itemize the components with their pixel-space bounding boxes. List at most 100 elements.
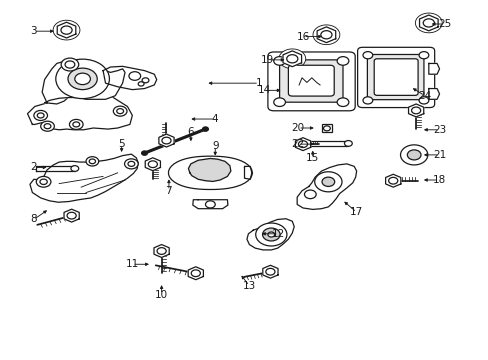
- Text: 3: 3: [30, 26, 37, 36]
- Polygon shape: [154, 244, 169, 257]
- Text: 23: 23: [432, 125, 445, 135]
- Text: 24: 24: [417, 91, 430, 101]
- Circle shape: [336, 57, 348, 65]
- Circle shape: [61, 26, 72, 34]
- FancyBboxPatch shape: [288, 65, 333, 96]
- Circle shape: [157, 248, 166, 255]
- Polygon shape: [27, 96, 132, 130]
- Circle shape: [53, 20, 80, 40]
- Circle shape: [86, 157, 99, 166]
- Circle shape: [69, 120, 83, 130]
- Polygon shape: [159, 134, 174, 147]
- Polygon shape: [36, 166, 75, 171]
- Circle shape: [415, 13, 441, 33]
- Circle shape: [34, 111, 47, 121]
- Circle shape: [407, 150, 420, 160]
- Circle shape: [128, 161, 135, 166]
- Circle shape: [89, 159, 95, 164]
- Polygon shape: [188, 267, 203, 280]
- Polygon shape: [428, 89, 439, 99]
- Circle shape: [262, 228, 280, 241]
- Polygon shape: [304, 140, 347, 146]
- Text: 7: 7: [165, 186, 172, 196]
- Circle shape: [304, 190, 316, 199]
- Circle shape: [320, 31, 331, 39]
- Circle shape: [202, 127, 208, 131]
- Text: 20: 20: [291, 123, 304, 133]
- Polygon shape: [145, 158, 160, 171]
- Polygon shape: [168, 156, 252, 189]
- Circle shape: [312, 25, 339, 45]
- Text: 9: 9: [211, 141, 218, 151]
- Circle shape: [148, 161, 157, 167]
- Text: 4: 4: [211, 114, 218, 124]
- Polygon shape: [42, 60, 125, 103]
- Circle shape: [344, 140, 351, 146]
- Circle shape: [205, 201, 215, 208]
- Circle shape: [37, 113, 44, 118]
- Circle shape: [322, 177, 334, 186]
- Polygon shape: [30, 154, 138, 202]
- Circle shape: [67, 212, 76, 219]
- FancyBboxPatch shape: [373, 59, 417, 95]
- Circle shape: [73, 122, 80, 127]
- Circle shape: [41, 121, 54, 131]
- Circle shape: [75, 73, 90, 85]
- Circle shape: [56, 59, 109, 99]
- Circle shape: [336, 98, 348, 107]
- Circle shape: [71, 166, 79, 171]
- Circle shape: [298, 141, 307, 148]
- Text: 10: 10: [155, 290, 168, 300]
- Text: 21: 21: [432, 150, 445, 160]
- Text: 25: 25: [437, 19, 450, 29]
- Polygon shape: [297, 164, 356, 210]
- Text: 14: 14: [257, 85, 270, 95]
- Circle shape: [400, 145, 427, 165]
- Text: 1: 1: [255, 78, 262, 88]
- Circle shape: [117, 109, 123, 114]
- Circle shape: [323, 126, 330, 131]
- Circle shape: [418, 97, 428, 104]
- Circle shape: [124, 159, 138, 169]
- Circle shape: [255, 223, 286, 246]
- Text: 5: 5: [118, 139, 124, 149]
- Circle shape: [44, 124, 51, 129]
- Circle shape: [267, 232, 274, 237]
- Circle shape: [65, 61, 75, 68]
- Circle shape: [162, 137, 171, 144]
- Polygon shape: [262, 265, 278, 278]
- Text: 16: 16: [296, 32, 309, 41]
- Circle shape: [40, 179, 47, 184]
- Text: 15: 15: [305, 153, 319, 163]
- Polygon shape: [283, 51, 301, 67]
- Circle shape: [142, 78, 149, 83]
- Polygon shape: [188, 158, 230, 181]
- Circle shape: [113, 106, 127, 116]
- Polygon shape: [295, 138, 310, 150]
- Circle shape: [273, 57, 285, 65]
- Circle shape: [273, 98, 285, 107]
- FancyBboxPatch shape: [279, 60, 342, 102]
- Circle shape: [265, 268, 274, 275]
- Text: 6: 6: [187, 127, 194, 136]
- Text: 11: 11: [125, 259, 139, 269]
- Polygon shape: [192, 200, 227, 209]
- Polygon shape: [246, 219, 294, 250]
- Polygon shape: [317, 27, 335, 42]
- Circle shape: [286, 55, 297, 63]
- Polygon shape: [244, 166, 251, 179]
- FancyBboxPatch shape: [366, 54, 423, 100]
- Circle shape: [362, 97, 372, 104]
- Polygon shape: [57, 22, 76, 38]
- Polygon shape: [407, 104, 423, 117]
- Polygon shape: [103, 66, 157, 90]
- Text: 8: 8: [30, 215, 37, 224]
- Circle shape: [138, 82, 144, 86]
- Bar: [321, 125, 331, 132]
- Circle shape: [314, 172, 341, 192]
- Circle shape: [191, 270, 200, 276]
- Circle shape: [418, 51, 428, 59]
- Text: 2: 2: [30, 162, 37, 172]
- Circle shape: [142, 151, 147, 155]
- Circle shape: [423, 19, 433, 27]
